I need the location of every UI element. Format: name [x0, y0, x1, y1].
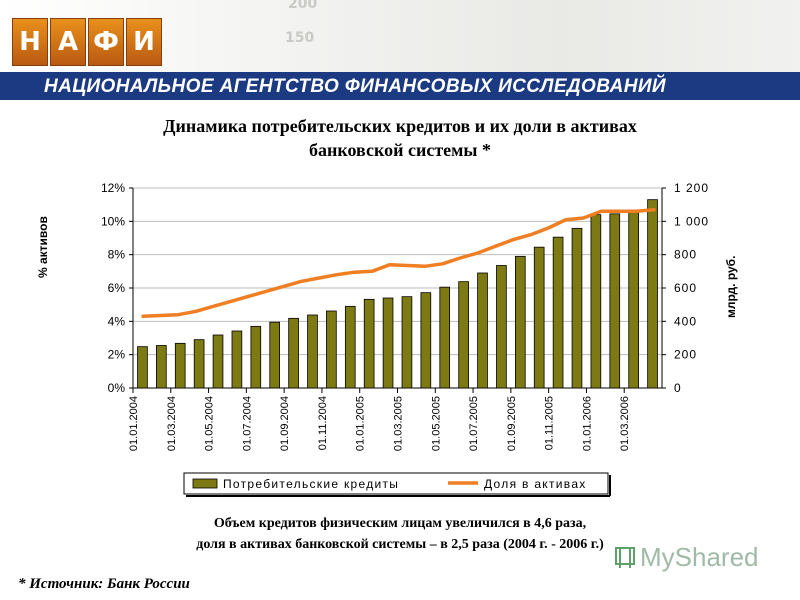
legend-label-bars: Потребительские кредиты	[223, 477, 399, 491]
x-tick-label: 01.01.2004	[128, 396, 140, 451]
y-left-label: % активов	[36, 216, 50, 278]
x-tick-label: 01.01.2006	[581, 396, 593, 451]
banknote-number-1: 200	[288, 0, 318, 12]
bar	[628, 210, 639, 389]
bar	[552, 236, 564, 389]
nafi-logo: Н А Ф И	[12, 16, 162, 68]
bar	[137, 346, 148, 389]
y-right-label: млрд. руб.	[724, 255, 738, 318]
summary-line-2: доля в активах банковской системы – в 2,…	[196, 537, 604, 552]
x-tick-label: 01.05.2005	[430, 396, 442, 451]
y-right-tick-label: 400	[674, 314, 697, 328]
bar	[590, 214, 602, 389]
bar	[401, 296, 413, 389]
x-tick-label: 01.11.2004	[317, 396, 329, 450]
x-tick-label: 01.09.2005	[506, 396, 518, 451]
x-tick-label: 01.03.2006	[619, 396, 631, 451]
logo-tile: И	[126, 18, 162, 66]
bar	[514, 255, 526, 389]
bar	[496, 265, 507, 389]
x-tick-label: 01.07.2005	[468, 396, 480, 451]
y-right-tick-label: 0	[674, 381, 682, 395]
bar	[439, 286, 451, 389]
x-tick-label: 01.03.2005	[393, 396, 405, 451]
bar	[533, 246, 545, 389]
bar	[250, 325, 262, 389]
x-tick-label: 01.05.2004	[204, 396, 216, 451]
bar	[269, 321, 281, 389]
bar	[458, 281, 469, 389]
logo-tile: Ф	[88, 18, 124, 66]
bar	[647, 199, 658, 389]
legend-bar-swatch	[192, 478, 218, 489]
banknote-number-2: 150	[285, 30, 315, 46]
y-left-tick-label: 4%	[108, 314, 126, 328]
x-tick-label: 01.09.2004	[279, 396, 291, 451]
y-right-tick-label: 600	[674, 281, 697, 295]
chart-title-line-1: Динамика потребительских кредитов и их д…	[163, 116, 637, 136]
logo-tile: Н	[12, 18, 48, 66]
y-left-tick-label: 0%	[108, 381, 126, 395]
bar	[420, 292, 432, 389]
x-tick-label: 01.03.2004	[166, 396, 178, 451]
agency-banner	[0, 72, 800, 100]
y-left-tick-label: 10%	[101, 214, 125, 228]
agency-name: НАЦИОНАЛЬНОЕ АГЕНТСТВО ФИНАНСОВЫХ ИССЛЕД…	[44, 76, 667, 97]
myshared-watermark: MyShared	[615, 542, 759, 572]
legend	[183, 472, 609, 495]
y-left-tick-label: 12%	[101, 181, 125, 195]
watermark-text: MyShared	[640, 542, 759, 572]
bar	[382, 297, 394, 389]
bar	[363, 298, 375, 389]
y-right-tick-label: 200	[674, 348, 697, 362]
bar	[571, 227, 583, 389]
bar	[477, 272, 488, 389]
bar	[609, 213, 621, 389]
bar	[212, 334, 224, 389]
source-note: * Источник: Банк России	[18, 576, 190, 592]
summary-line-1: Объем кредитов физическим лицам увеличил…	[213, 516, 587, 531]
x-tick-label: 01.07.2004	[241, 396, 253, 451]
y-right-tick-label: 1 000	[674, 214, 709, 228]
share-line	[141, 207, 656, 319]
x-tick-label: 01.01.2005	[355, 396, 367, 451]
bar	[326, 310, 337, 389]
bar	[231, 330, 243, 389]
bar	[193, 339, 205, 389]
chart-title-line-2: банковской системы *	[309, 140, 491, 160]
y-left-tick-label: 2%	[108, 348, 126, 362]
bar	[307, 314, 318, 389]
y-left-tick-label: 6%	[108, 281, 126, 295]
chart: 0% 0 2% 200 4% 400 6% 600 8% 800 10% 1 000 12% 1 200 0…	[101, 181, 709, 497]
y-right-tick-label: 1 200	[674, 181, 709, 195]
bar	[174, 342, 186, 389]
logo-tile: А	[50, 18, 86, 66]
y-left-tick-label: 8%	[108, 248, 126, 262]
y-right-tick-label: 800	[674, 248, 697, 262]
bar	[288, 317, 299, 389]
bar	[344, 305, 356, 389]
bar	[156, 345, 167, 389]
legend-label-line: Доля в активах	[484, 477, 587, 491]
x-tick-label: 01.11.2005	[544, 396, 556, 450]
